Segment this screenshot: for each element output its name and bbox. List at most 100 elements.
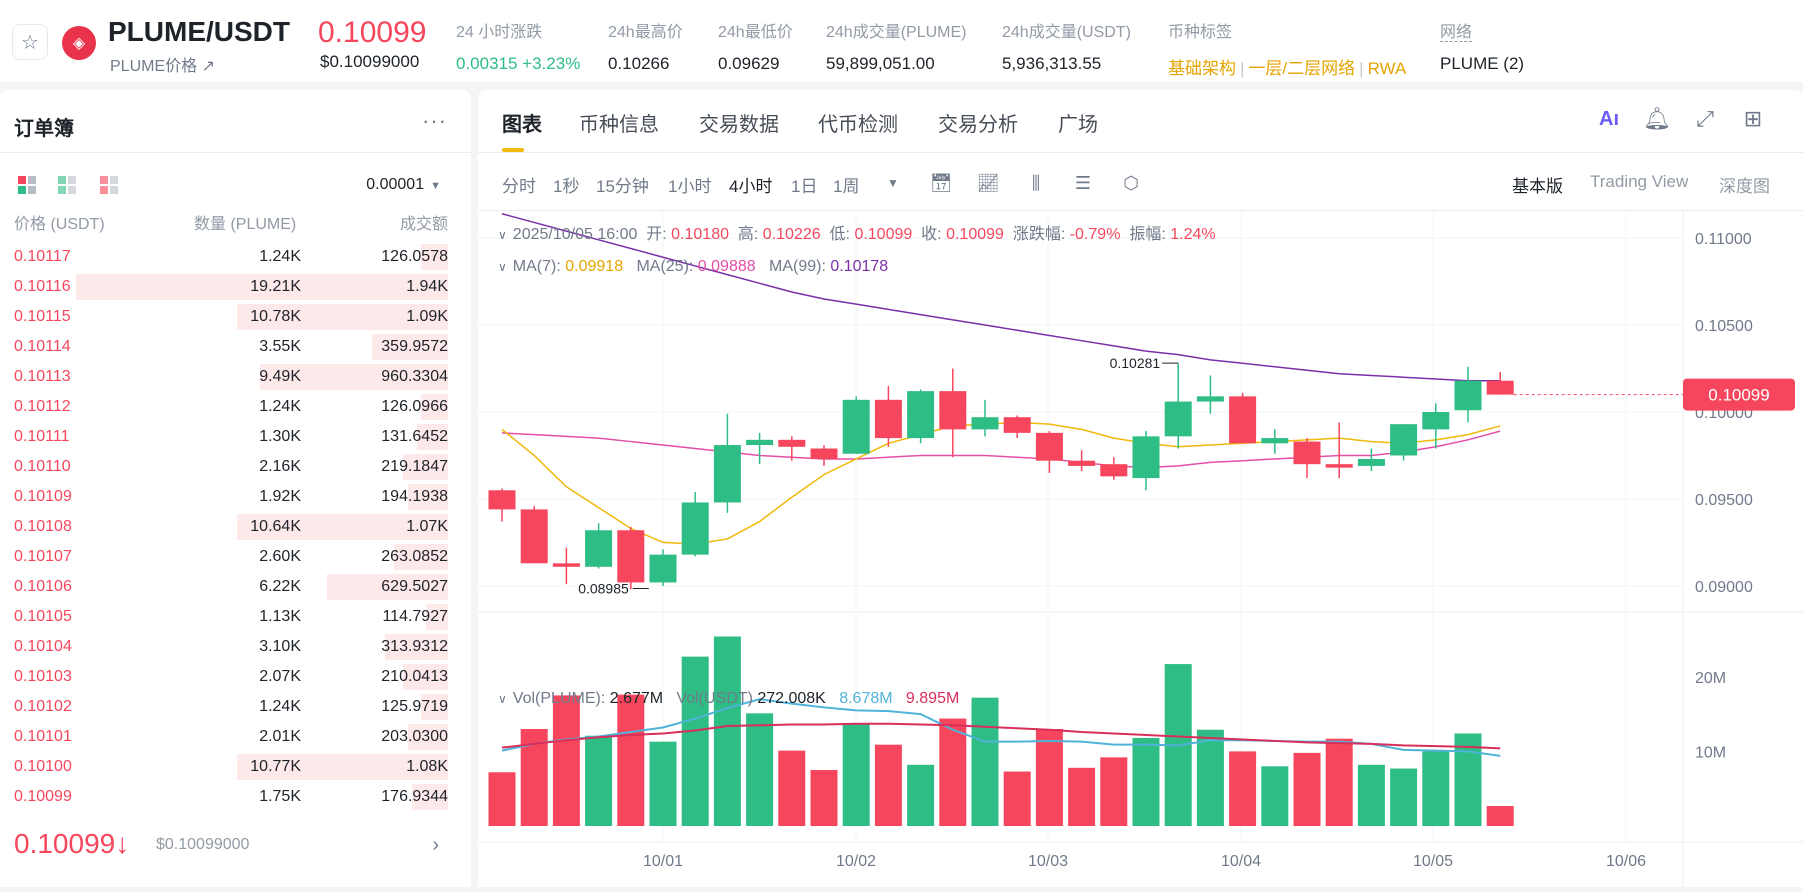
- calendar-icon[interactable]: 📅︎: [929, 172, 953, 193]
- order-book-row[interactable]: 0.10104 3.10K 313.9312: [0, 632, 448, 662]
- order-book-row[interactable]: 0.10101 2.01K 203.0300: [0, 722, 448, 752]
- interval-15m[interactable]: 15分钟: [596, 177, 649, 196]
- candle-body: [1132, 436, 1160, 479]
- ask-total: 1.09K: [406, 308, 448, 325]
- price-page-link[interactable]: PLUME价格 ↗: [110, 58, 215, 75]
- price-axis-tick: 0.11000: [1695, 231, 1752, 248]
- order-book-row[interactable]: 0.10108 10.64K 1.07K: [0, 512, 448, 542]
- order-book-row[interactable]: 0.10105 1.13K 114.7927: [0, 602, 448, 632]
- col-header-total: 成交额: [399, 216, 448, 233]
- tag-layer1-layer2[interactable]: 一层/二层网络: [1248, 59, 1356, 78]
- tag-infrastructure[interactable]: 基础架构: [1168, 59, 1236, 78]
- interval-time[interactable]: 分时: [502, 177, 536, 196]
- stat-24h-volume-plume: 24h成交量(PLUME) 59,899,051.00: [826, 24, 967, 73]
- ask-amount: 6.22K: [259, 578, 301, 595]
- volume-axis-tick: 20M: [1695, 670, 1726, 687]
- volume-bar: [1068, 767, 1096, 826]
- layout-grid-icon[interactable]: ⊞: [1743, 106, 1763, 131]
- volume-bar: [778, 750, 806, 826]
- volume-bar: [1132, 737, 1160, 826]
- header-last-price: 0.10099: [318, 16, 427, 49]
- col-header-amount: 数量 (PLUME): [194, 216, 297, 233]
- more-options-icon[interactable]: ···: [422, 108, 447, 133]
- order-book-row[interactable]: 0.10107 2.60K 263.0852: [0, 542, 448, 572]
- view-asks-only-icon[interactable]: [100, 176, 118, 194]
- network-info[interactable]: 网络 PLUME (2): [1440, 24, 1525, 73]
- candle-body: [1454, 380, 1482, 411]
- order-book-row[interactable]: 0.10103 2.07K 210.0413: [0, 662, 448, 692]
- ask-total: 313.9312: [381, 638, 448, 655]
- view-bids-only-icon[interactable]: [58, 176, 76, 194]
- interval-1d[interactable]: 1日: [791, 177, 818, 196]
- order-book-row[interactable]: 0.10112 1.24K 126.0966: [0, 392, 448, 422]
- candle-body: [842, 399, 870, 454]
- tab-token-check[interactable]: 代币检测: [818, 114, 898, 136]
- order-book-row[interactable]: 0.10116 19.21K 1.94K: [0, 272, 448, 302]
- version-depth[interactable]: 深度图: [1719, 177, 1770, 196]
- stat-24h-volume-usdt: 24h成交量(USDT) 5,936,313.55: [1002, 24, 1131, 73]
- depth-bar: [327, 574, 448, 600]
- indicator-icon[interactable]: 📈︎: [976, 172, 1000, 193]
- ask-price: 0.10113: [14, 368, 71, 385]
- kline-chart[interactable]: 0.11000 0.10500 0.10000 0.09500 0.09000 10/01…: [478, 212, 1803, 887]
- depth-bar: [237, 514, 448, 540]
- order-book-row[interactable]: 0.10115 10.78K 1.09K: [0, 302, 448, 332]
- bell-icon[interactable]: 🔔︎: [1643, 106, 1671, 131]
- version-trading-view[interactable]: Trading View: [1590, 172, 1689, 191]
- volume-ma-line-1: [501, 698, 1501, 757]
- candle-body: [810, 448, 838, 459]
- ask-price: 0.10111: [14, 428, 70, 445]
- volume-bar: [1293, 752, 1321, 826]
- volume-bar: [842, 723, 870, 826]
- ask-amount: 3.55K: [259, 338, 301, 355]
- order-book-row[interactable]: 0.10100 10.77K 1.08K: [0, 752, 448, 782]
- ai-icon[interactable]: Aı: [1599, 107, 1619, 130]
- time-axis-tick: 10/06: [1606, 853, 1646, 870]
- candle-body: [1229, 396, 1257, 444]
- time-axis-tick: 10/05: [1413, 853, 1453, 870]
- order-book-row[interactable]: 0.10109 1.92K 194.1938: [0, 482, 448, 512]
- order-book-row[interactable]: 0.10110 2.16K 219.1847: [0, 452, 448, 482]
- favorite-star-icon[interactable]: ☆: [12, 24, 48, 60]
- precision-select[interactable]: 0.00001 ▼: [366, 176, 441, 193]
- depth-bar: [407, 484, 448, 510]
- ask-total: 629.5027: [381, 578, 448, 595]
- tab-square[interactable]: 广场: [1058, 114, 1098, 136]
- chevron-right-icon[interactable]: ›: [432, 834, 439, 856]
- interval-1s[interactable]: 1秒: [553, 177, 580, 196]
- order-book-row[interactable]: 0.10102 1.24K 125.9719: [0, 692, 448, 722]
- candle-body: [1390, 424, 1418, 456]
- tab-coin-info[interactable]: 币种信息: [579, 114, 659, 136]
- kline-chart-svg[interactable]: 0.110000.105000.100000.095000.0900010/01…: [478, 212, 1803, 887]
- ask-total: 125.9719: [381, 698, 448, 715]
- order-book-row[interactable]: 0.10099 1.75K 176.9344: [0, 782, 448, 812]
- order-book-row[interactable]: 0.10111 1.30K 131.6452: [0, 422, 448, 452]
- ask-amount: 1.24K: [259, 698, 301, 715]
- order-book-row[interactable]: 0.10113 9.49K 960.3304: [0, 362, 448, 392]
- order-book-row[interactable]: 0.10106 6.22K 629.5027: [0, 572, 448, 602]
- tab-chart[interactable]: 图表: [502, 114, 542, 136]
- tag-rwa[interactable]: RWA: [1367, 59, 1407, 78]
- candle-body: [1357, 458, 1385, 466]
- order-book-row[interactable]: 0.10114 3.55K 359.9572: [0, 332, 448, 362]
- order-book-row[interactable]: 0.10117 1.24K 126.0578: [0, 242, 448, 272]
- tab-trading-data[interactable]: 交易数据: [699, 114, 779, 136]
- candle-type-icon[interactable]: ⫼: [1031, 172, 1041, 193]
- tab-trade-analysis[interactable]: 交易分析: [938, 114, 1018, 136]
- ask-amount: 2.16K: [259, 458, 301, 475]
- volume-bar: [874, 744, 902, 826]
- chart-settings-icon[interactable]: ☰: [1074, 172, 1092, 193]
- fullscreen-icon[interactable]: ⤢: [1696, 106, 1714, 131]
- volume-bar: [1454, 733, 1482, 826]
- version-basic[interactable]: 基本版: [1512, 177, 1563, 196]
- depth-bar: [237, 304, 448, 330]
- interval-1w[interactable]: 1周: [833, 177, 860, 196]
- interval-4h[interactable]: 4小时: [729, 177, 773, 196]
- depth-bar: [412, 784, 448, 810]
- view-both-sides-icon[interactable]: [18, 176, 36, 194]
- interval-more-chevron-icon[interactable]: ▼: [887, 176, 899, 190]
- interval-1h[interactable]: 1小时: [668, 177, 712, 196]
- volume-bar: [746, 713, 774, 826]
- pair-symbol: PLUME/USDT: [108, 16, 290, 47]
- drawing-tools-icon[interactable]: ⬡: [1123, 172, 1139, 193]
